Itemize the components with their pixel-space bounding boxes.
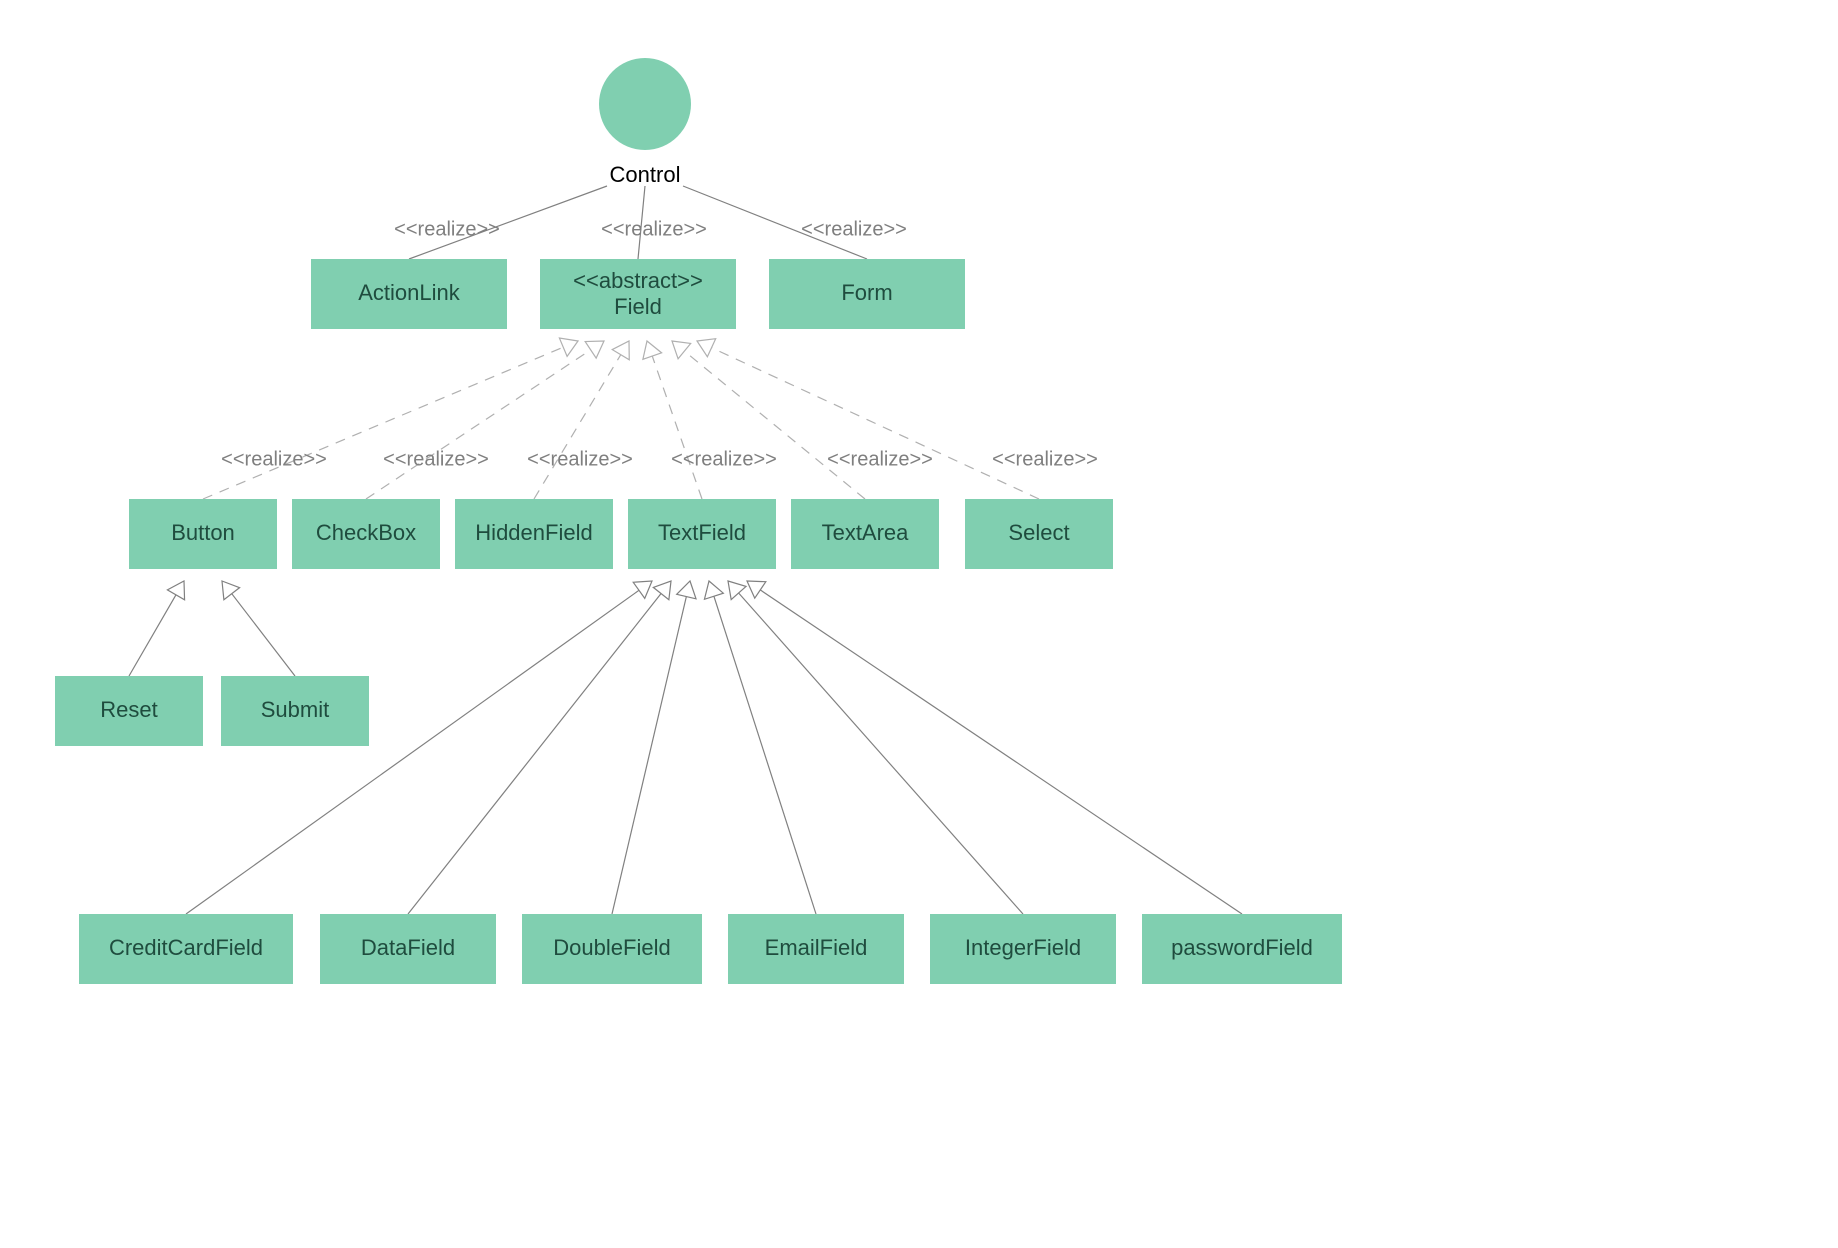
node-datafield-label: DataField <box>361 935 455 960</box>
control-label: Control <box>610 162 681 187</box>
node-field-label-bottom: Field <box>614 294 662 319</box>
edge-field-checkbox <box>366 350 591 499</box>
edge-field-hiddenfield <box>534 355 621 499</box>
arrowhead-icon <box>643 341 662 359</box>
node-integerfield-label: IntegerField <box>965 935 1081 960</box>
arrowhead-icon <box>559 338 578 356</box>
edge-button-reset <box>129 595 176 676</box>
edge-button-submit <box>232 594 295 676</box>
edge-label-control-2: <<realize>> <box>801 218 907 240</box>
arrowhead-icon <box>704 581 723 599</box>
node-creditcard-label: CreditCardField <box>109 935 263 960</box>
edge-textfield-creditcard <box>186 590 639 914</box>
arrowhead-icon <box>697 339 716 357</box>
node-submit-label: Submit <box>261 697 329 722</box>
arrowhead-icon <box>672 341 691 359</box>
arrowhead-icon <box>728 581 746 600</box>
edge-field-textfield <box>652 356 702 499</box>
node-button-label: Button <box>171 520 235 545</box>
edge-textfield-integerfield <box>739 593 1023 914</box>
node-emailfield-label: EmailField <box>765 935 868 960</box>
edge-label-field-hiddenfield: <<realize>> <box>527 448 633 470</box>
edge-label-field-checkbox: <<realize>> <box>383 448 489 470</box>
node-textfield-label: TextField <box>658 520 746 545</box>
edge-textfield-emailfield <box>714 596 816 914</box>
arrowhead-icon <box>747 581 766 598</box>
arrowhead-icon <box>677 581 696 599</box>
arrowhead-icon <box>633 581 652 598</box>
edge-field-textarea <box>684 351 865 499</box>
edge-label-control-0: <<realize>> <box>394 218 500 240</box>
edge-label-field-button: <<realize>> <box>221 448 327 470</box>
edge-label-field-select: <<realize>> <box>992 448 1098 470</box>
node-select-label: Select <box>1008 520 1069 545</box>
uml-class-diagram: Control ActionLink <<abstract>>Field Form Bu… <box>0 0 1530 1040</box>
root-circle <box>599 58 691 150</box>
node-textarea-label: TextArea <box>822 520 910 545</box>
edge-label-field-textfield: <<realize>> <box>671 448 777 470</box>
edge-textfield-passwordfield <box>760 590 1242 914</box>
node-passwordfield-label: passwordField <box>1171 935 1313 960</box>
arrowhead-icon <box>585 341 604 358</box>
edge-label-field-textarea: <<realize>> <box>827 448 933 470</box>
node-hiddenfield-label: HiddenField <box>475 520 592 545</box>
node-actionlink-label: ActionLink <box>358 280 461 305</box>
edge-label-control-1: <<realize>> <box>601 218 707 240</box>
arrowhead-icon <box>612 341 629 360</box>
node-field-label-top: <<abstract>> <box>573 268 703 293</box>
edge-field-button <box>203 347 563 499</box>
arrowhead-icon <box>653 581 671 600</box>
node-form-label: Form <box>841 280 892 305</box>
node-doublefield-label: DoubleField <box>553 935 670 960</box>
arrowhead-icon <box>222 581 240 600</box>
edge-field-select <box>712 348 1039 499</box>
node-reset-label: Reset <box>100 697 157 722</box>
node-checkbox-label: CheckBox <box>316 520 416 545</box>
edge-textfield-doublefield <box>612 597 686 914</box>
arrowhead-icon <box>167 581 184 600</box>
